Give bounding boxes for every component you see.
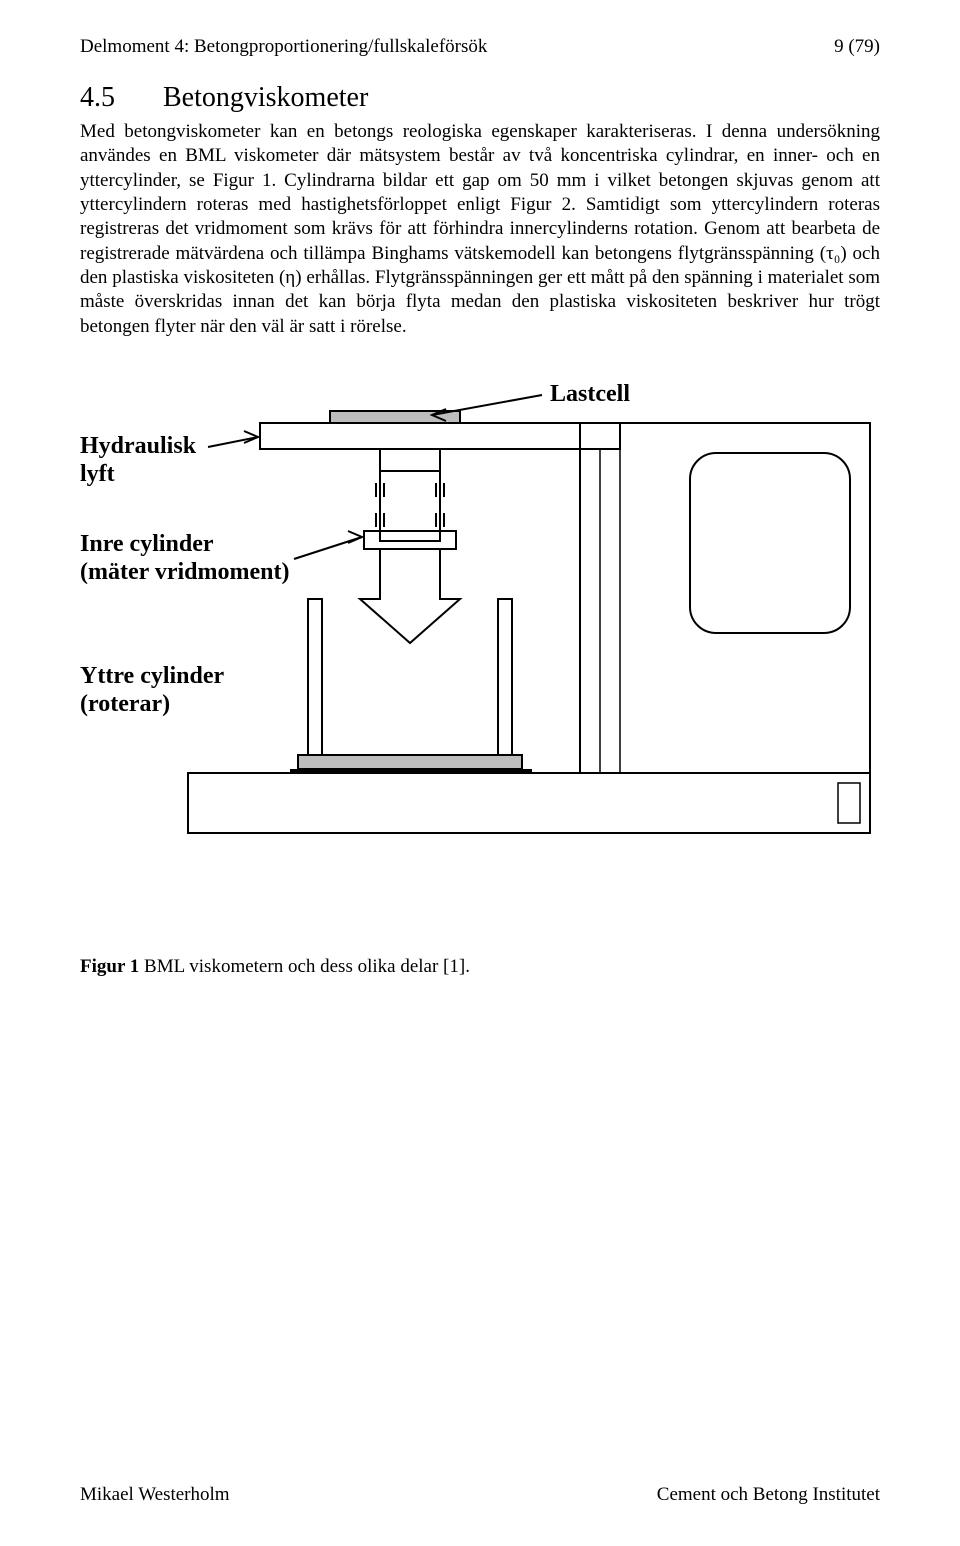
header-right: 9 (79) [834,36,880,58]
svg-text:Inre cylinder: Inre cylinder [80,531,214,557]
svg-text:lyft: lyft [80,461,115,487]
section-number: 4.5 [80,82,115,114]
figure-caption-bold: Figur 1 [80,956,139,977]
svg-text:(roterar): (roterar) [80,691,170,717]
footer-right: Cement och Betong Institutet [657,1484,880,1506]
svg-text:(mäter vridmoment): (mäter vridmoment) [80,559,289,585]
page-footer: Mikael Westerholm Cement och Betong Inst… [80,1484,880,1506]
figure-caption-rest: BML viskometern och dess olika delar [1]… [139,956,470,977]
svg-text:Lastcell: Lastcell [550,381,630,407]
figure-container: Lastcell Hydraulisklyft Inre cylinder(mäte… [80,363,880,978]
section-heading: 4.5 Betongviskometer [80,82,880,114]
viscometer-diagram: Lastcell Hydraulisklyft Inre cylinder(mäte… [80,363,880,923]
body-paragraph: Med betongviskometer kan en betongs reol… [80,120,880,339]
header-left: Delmoment 4: Betongproportionering/fulls… [80,36,487,58]
svg-text:Hydraulisk: Hydraulisk [80,433,197,459]
page: Delmoment 4: Betongproportionering/fulls… [0,0,960,1546]
figure-caption: Figur 1 BML viskometern och dess olika d… [80,956,880,978]
footer-left: Mikael Westerholm [80,1484,230,1506]
page-header: Delmoment 4: Betongproportionering/fulls… [80,36,880,58]
section-title: Betongviskometer [163,82,368,113]
svg-text:Yttre cylinder: Yttre cylinder [80,663,225,689]
